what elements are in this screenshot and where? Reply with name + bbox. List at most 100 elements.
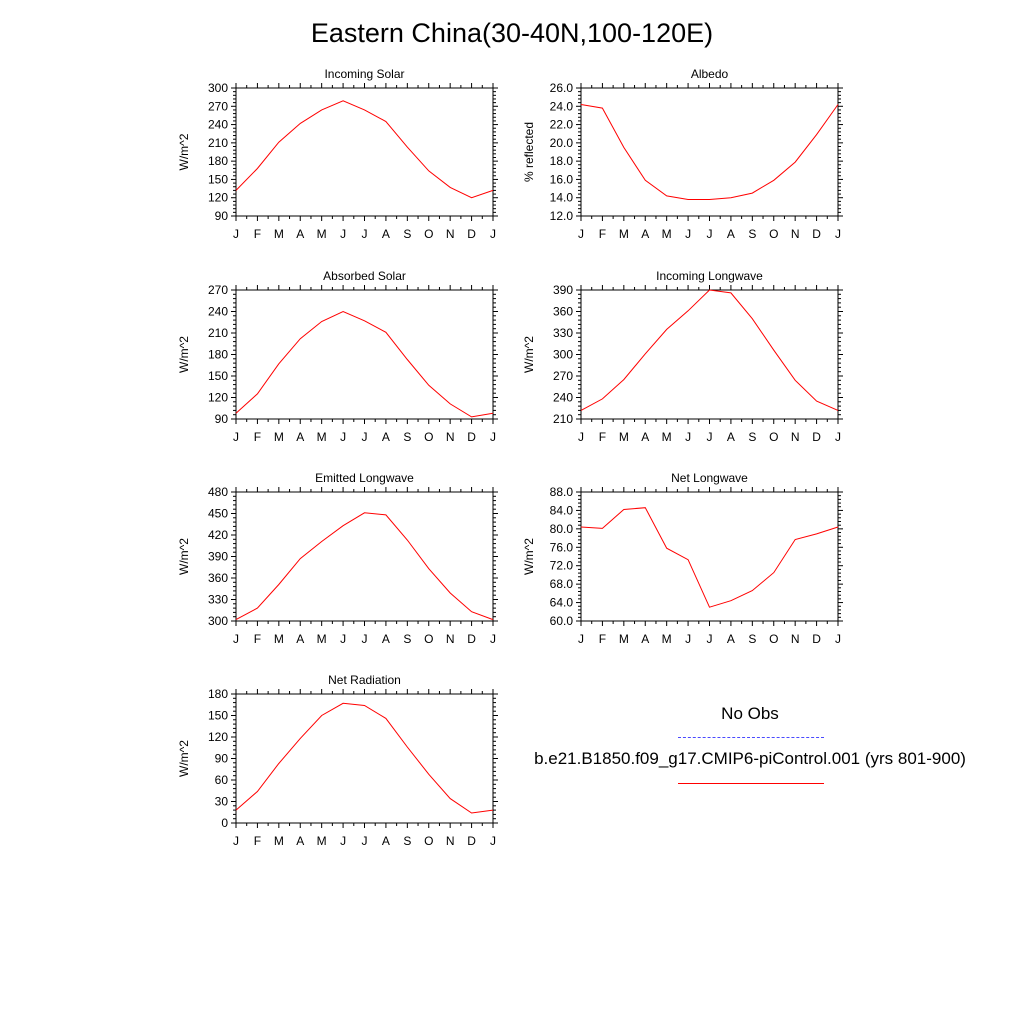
x-tick-label: J xyxy=(233,430,239,444)
x-tick-label: S xyxy=(403,632,411,646)
y-tick-label: 450 xyxy=(208,507,228,521)
y-axis-label: W/m^2 xyxy=(177,538,191,575)
x-tick-label: M xyxy=(317,632,327,646)
y-tick-label: 390 xyxy=(208,550,228,564)
y-tick-label: 420 xyxy=(208,528,228,542)
legend-obs-line xyxy=(678,737,824,738)
chart-panel-6: J F M A M J J A S O N D J60.064.068.072.076.080.084.… xyxy=(522,471,843,646)
x-tick-label: S xyxy=(403,834,411,848)
series-line xyxy=(235,702,494,814)
x-tick-label: O xyxy=(424,430,433,444)
y-tick-label: 210 xyxy=(553,412,573,426)
x-tick-label: J xyxy=(340,430,346,444)
x-tick-label: S xyxy=(748,227,756,241)
chart-title: Albedo xyxy=(691,67,729,81)
y-tick-label: 270 xyxy=(208,283,228,297)
x-tick-label: M xyxy=(274,430,284,444)
series-line xyxy=(580,507,839,608)
y-tick-label: 18.0 xyxy=(550,154,574,168)
x-tick-label: O xyxy=(769,227,778,241)
y-tick-label: 480 xyxy=(208,485,228,499)
x-tick-label: F xyxy=(254,632,261,646)
y-tick-label: 84.0 xyxy=(550,503,574,517)
chart-panel-5: J F M A M J J A S O N D J300330360390420450480Emitte… xyxy=(177,471,498,646)
y-tick-label: 330 xyxy=(553,326,573,340)
x-tick-label: M xyxy=(317,430,327,444)
chart-panel-1: J F M A M J J A S O N D J90120150180210240270300Inco… xyxy=(177,67,498,241)
y-tick-label: 60.0 xyxy=(550,614,574,628)
y-tick-label: 150 xyxy=(208,709,228,723)
y-tick-label: 20.0 xyxy=(550,136,574,150)
x-tick-label: J xyxy=(362,834,368,848)
y-tick-label: 16.0 xyxy=(550,172,574,186)
y-tick-label: 68.0 xyxy=(550,577,574,591)
x-tick-label: M xyxy=(317,834,327,848)
x-tick-label: M xyxy=(662,632,672,646)
y-tick-label: 180 xyxy=(208,154,228,168)
x-tick-label: N xyxy=(791,632,800,646)
x-tick-label: M xyxy=(662,227,672,241)
x-tick-label: J xyxy=(578,227,584,241)
y-tick-label: 12.0 xyxy=(550,209,574,223)
x-tick-label: O xyxy=(424,834,433,848)
chart-title: Absorbed Solar xyxy=(323,269,406,283)
page-title: Eastern China(30-40N,100-120E) xyxy=(310,18,714,48)
chart-title: Emitted Longwave xyxy=(315,471,414,485)
x-tick-label: J xyxy=(835,632,841,646)
series-line xyxy=(235,310,494,418)
x-tick-label: A xyxy=(296,834,304,848)
x-tick-label: J xyxy=(578,632,584,646)
plot-frame xyxy=(580,491,839,622)
series-line xyxy=(580,289,839,411)
y-tick-label: 300 xyxy=(208,81,228,95)
x-tick-label: J xyxy=(490,430,496,444)
y-axis-label: W/m^2 xyxy=(522,336,536,373)
y-tick-label: 300 xyxy=(208,614,228,628)
y-tick-label: 300 xyxy=(553,348,573,362)
x-tick-label: J xyxy=(685,227,691,241)
x-tick-label: M xyxy=(662,430,672,444)
x-tick-label: N xyxy=(791,430,800,444)
plot-frame xyxy=(580,289,839,420)
x-tick-label: A xyxy=(727,227,735,241)
x-tick-label: S xyxy=(403,227,411,241)
y-tick-label: 150 xyxy=(208,172,228,186)
y-tick-label: 90 xyxy=(215,752,229,766)
x-tick-label: A xyxy=(641,430,649,444)
y-tick-label: 120 xyxy=(208,391,228,405)
plot-frame xyxy=(580,87,839,217)
x-tick-label: J xyxy=(578,430,584,444)
series-line xyxy=(235,512,494,621)
x-tick-label: J xyxy=(490,834,496,848)
y-tick-label: 210 xyxy=(208,136,228,150)
y-tick-label: 120 xyxy=(208,191,228,205)
x-tick-label: A xyxy=(641,227,649,241)
x-tick-label: J xyxy=(835,227,841,241)
x-tick-label: A xyxy=(296,632,304,646)
y-tick-label: 14.0 xyxy=(550,191,574,205)
x-tick-label: D xyxy=(467,430,476,444)
x-tick-label: F xyxy=(254,227,261,241)
x-tick-label: M xyxy=(619,430,629,444)
y-tick-label: 210 xyxy=(208,326,228,340)
y-tick-label: 72.0 xyxy=(550,559,574,573)
x-tick-label: J xyxy=(707,227,713,241)
plot-frame xyxy=(235,289,494,420)
x-tick-label: N xyxy=(446,227,455,241)
y-tick-label: 30 xyxy=(215,795,229,809)
legend-title: No Obs xyxy=(721,704,779,723)
y-tick-label: 240 xyxy=(208,118,228,132)
y-tick-label: 360 xyxy=(553,305,573,319)
plot-frame xyxy=(235,491,494,622)
x-tick-label: O xyxy=(769,430,778,444)
y-tick-label: 80.0 xyxy=(550,522,574,536)
plot-frame xyxy=(235,693,494,824)
x-tick-label: N xyxy=(791,227,800,241)
x-tick-label: J xyxy=(340,632,346,646)
x-tick-label: J xyxy=(362,632,368,646)
y-tick-label: 60 xyxy=(215,773,229,787)
x-tick-label: N xyxy=(446,430,455,444)
y-tick-label: 240 xyxy=(208,305,228,319)
x-tick-label: M xyxy=(274,632,284,646)
